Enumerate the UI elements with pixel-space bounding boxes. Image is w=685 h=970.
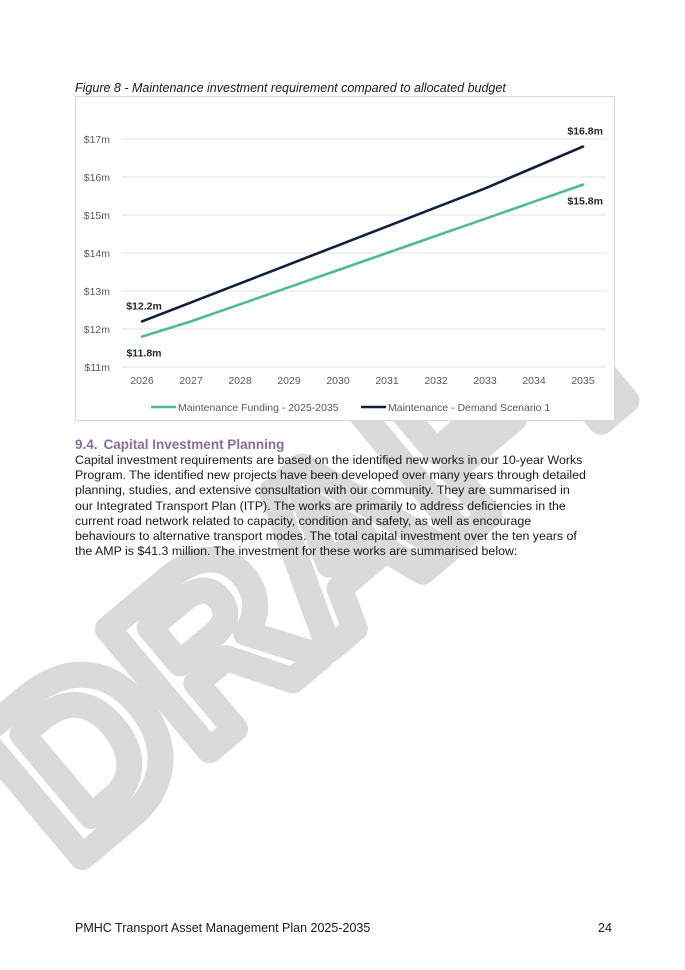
body-line: our Integrated Transport Plan (ITP). The… — [75, 498, 566, 513]
maintenance-line-chart: $11m$12m$13m$14m$15m$16m$17m 2026 2027 202… — [84, 126, 606, 414]
data-label: $16.8m — [567, 126, 603, 138]
legend-entry: Maintenance - Demand Scenario 1 — [388, 402, 550, 414]
body-line: behaviours to alternative transport mode… — [75, 529, 577, 544]
x-tick-label: 2029 — [277, 375, 301, 387]
data-label: $15.8m — [567, 196, 603, 208]
y-tick-label: $12m — [84, 324, 111, 336]
body-line: Program. The identified new projects hav… — [75, 468, 586, 483]
x-tick-label: 2032 — [424, 375, 448, 387]
chart-legend: Maintenance Funding - 2025-2035 Maintenan… — [151, 402, 550, 414]
chart-container: $11m $12m $13m $14m $15m $16m $17m 2026 2027 202… — [75, 96, 615, 421]
body-line: planning, studies, and extensive consult… — [75, 483, 570, 498]
section-body: Capital investment requirements are base… — [75, 453, 620, 559]
x-tick-label: 2027 — [179, 375, 203, 387]
chart-gridlines — [121, 138, 606, 368]
x-tick-label: 2028 — [228, 375, 252, 387]
series-line-1 — [140, 183, 585, 338]
y-tick-label: $16m — [84, 172, 111, 184]
y-tick-label: $17m — [84, 134, 111, 146]
x-tick-label: 2031 — [375, 375, 399, 387]
chart-data-labels: $11.8m $15.8m $12.2m $16.8m — [126, 126, 603, 360]
section-title: Capital Investment Planning — [103, 437, 285, 452]
section-heading: 9.4. Capital Investment Planning — [75, 437, 620, 452]
legend-entry: Maintenance Funding - 2025-2035 — [178, 402, 339, 414]
figure-caption: Figure 8 - Maintenance investment requir… — [75, 81, 506, 95]
x-tick-label: 2033 — [473, 375, 497, 387]
footer-page-number: 24 — [598, 921, 612, 935]
y-tick-label: $14m — [84, 248, 111, 260]
y-tick-label: $11m — [85, 362, 111, 374]
section-number: 9.4. — [75, 437, 98, 452]
capital-investment-section: 9.4. Capital Investment Planning Capital … — [75, 437, 620, 559]
chart-x-axis: 2026 2027 2028 2029 2030 2031 2032 2033 2034 2035 — [130, 375, 595, 387]
x-tick-label: 2026 — [130, 375, 154, 387]
chart-series — [140, 145, 585, 338]
x-tick-label: 2034 — [522, 375, 546, 387]
data-label: $12.2m — [126, 300, 162, 312]
body-line: the AMP is $41.3 million. The investment… — [75, 544, 518, 559]
x-tick-label: 2035 — [571, 375, 595, 387]
data-label: $11.8m — [126, 348, 161, 360]
chart-y-axis: $11m $12m $13m $14m $15m $16m $17m — [84, 134, 111, 374]
footer-document-title: PMHC Transport Asset Management Plan 202… — [75, 921, 371, 935]
body-line: current road network related to capacity… — [75, 513, 532, 528]
y-tick-label: $15m — [84, 210, 111, 222]
series-line-2 — [140, 145, 585, 323]
body-line: Capital investment requirements are base… — [75, 453, 583, 467]
y-tick-label: $13m — [84, 286, 111, 298]
x-tick-label: 2030 — [326, 375, 350, 387]
